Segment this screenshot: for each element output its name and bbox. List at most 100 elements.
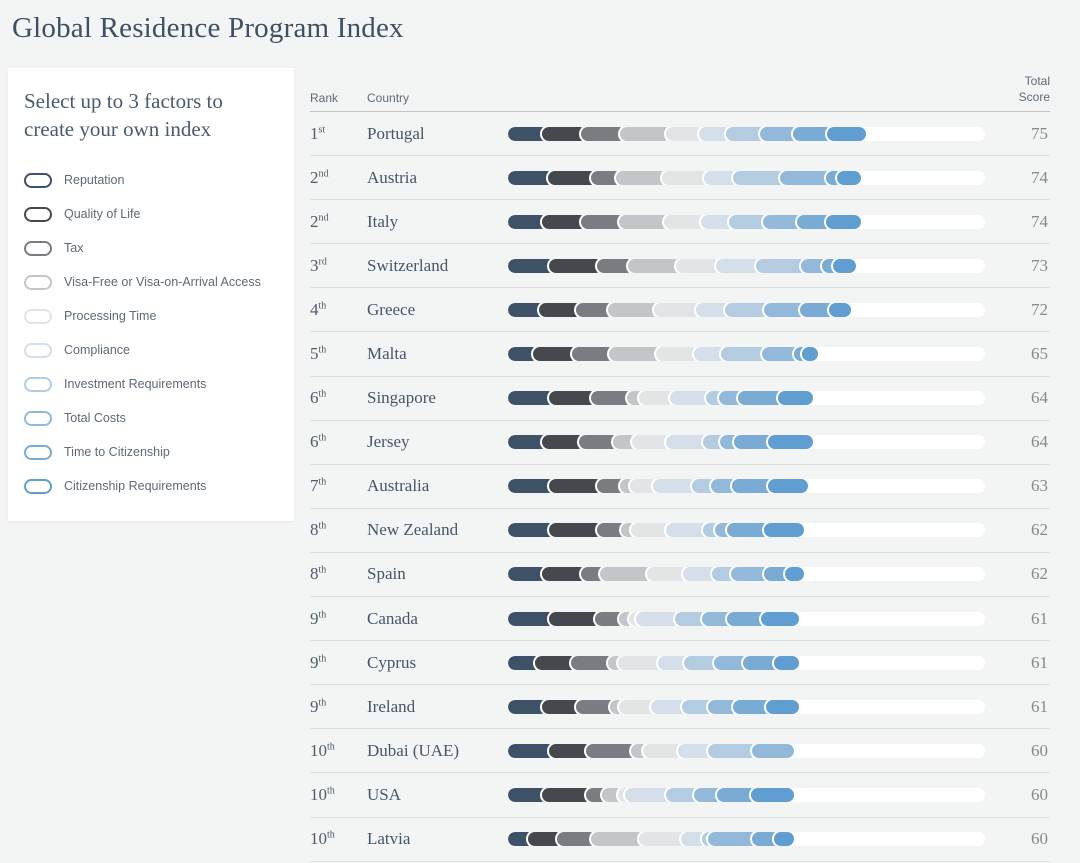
bar-segment-citizenship-requirements	[773, 655, 799, 670]
bar-segment-citizenship-requirements	[826, 126, 866, 141]
score-bar-track	[508, 347, 985, 362]
factor-label: Quality of Life	[64, 207, 141, 222]
table-row-portugal: 1st Portugal 75	[310, 112, 1050, 157]
score-bar-cell	[508, 170, 985, 185]
country-cell: USA	[367, 784, 402, 804]
score-bar-track	[508, 567, 985, 582]
bar-segment-processing-time	[630, 479, 660, 494]
bar-segment-quality-of-life	[549, 743, 592, 758]
score-bar-cell	[508, 523, 985, 538]
score-bar-track	[508, 302, 985, 317]
factor-toggle-compliance[interactable]: Compliance	[24, 333, 278, 367]
bar-segment-visa-free-or-visa-on-arrival-access	[599, 567, 654, 582]
index-table: Rank Country Total Score 1st Portugal 75 2n…	[310, 68, 1050, 862]
total-score-cell: 74	[1031, 211, 1048, 231]
rank-cell: 9th	[310, 608, 327, 628]
factor-toggle-investment-requirements[interactable]: Investment Requirements	[24, 367, 278, 401]
bar-segment-processing-time	[619, 699, 658, 714]
bar-segment-processing-time	[665, 126, 705, 141]
toggle-pill-icon[interactable]	[24, 478, 52, 494]
factor-label: Investment Requirements	[64, 377, 207, 392]
table-row-cyprus: 9th Cyprus 61	[310, 641, 1050, 686]
bar-segment-visa-free-or-visa-on-arrival-access	[616, 170, 669, 185]
bar-segment-investment-requirements	[682, 699, 715, 714]
bar-segment-time-to-citizenship	[727, 523, 770, 538]
bar-segment-visa-free-or-visa-on-arrival-access	[612, 435, 639, 450]
score-bar-cell	[508, 435, 985, 450]
toggle-pill-icon[interactable]	[24, 342, 52, 358]
table-row-jersey: 6th Jersey 64	[310, 421, 1050, 465]
toggle-pill-icon[interactable]	[24, 308, 52, 324]
score-bar-cell	[508, 567, 985, 582]
score-bar-track	[508, 832, 985, 847]
score-bar-track	[508, 655, 985, 670]
bar-segment-tax	[590, 391, 634, 406]
bar-segment-visa-free-or-visa-on-arrival-access	[590, 832, 645, 847]
table-row-canada: 9th Canada 61	[310, 597, 1050, 642]
toggle-pill-icon[interactable]	[24, 172, 52, 188]
table-body: 1st Portugal 75 2nd Austria 74 2nd Italy 74 3rd Sw…	[310, 112, 1050, 862]
rank-cell: 9th	[310, 696, 327, 716]
bar-segment-tax	[571, 655, 615, 670]
factor-selector-panel: Select up to 3 factors to create your ow…	[8, 68, 294, 522]
factor-toggle-tax[interactable]: Tax	[24, 231, 278, 265]
toggle-pill-icon[interactable]	[24, 274, 52, 290]
factor-label: Visa-Free or Visa-on-Arrival Access	[64, 275, 261, 290]
bar-segment-reputation	[508, 787, 549, 802]
total-score-cell: 73	[1031, 255, 1048, 275]
toggle-pill-icon[interactable]	[24, 376, 52, 392]
factor-label: Processing Time	[64, 309, 157, 324]
toggle-pill-icon[interactable]	[24, 240, 52, 256]
factor-toggle-citizenship-requirements[interactable]: Citizenship Requirements	[24, 469, 278, 503]
bar-segment-total-costs	[708, 832, 758, 847]
bar-segment-total-costs	[730, 567, 771, 582]
factor-toggle-quality-of-life[interactable]: Quality of Life	[24, 197, 278, 231]
total-score-cell: 65	[1031, 344, 1048, 364]
bar-segment-citizenship-requirements	[801, 347, 819, 362]
bar-segment-compliance	[658, 655, 691, 670]
factor-toggle-total-costs[interactable]: Total Costs	[24, 401, 278, 435]
score-bar-cell	[508, 611, 985, 626]
country-cell: Spain	[367, 564, 406, 584]
score-bar-cell	[508, 126, 985, 141]
bar-segment-tax	[585, 743, 638, 758]
rank-cell: 6th	[310, 432, 327, 452]
bar-segment-time-to-citizenship	[764, 567, 792, 582]
country-cell: Portugal	[367, 123, 425, 143]
bar-segment-quality-of-life	[541, 567, 587, 582]
total-score-cell: 60	[1031, 740, 1048, 760]
bar-segment-compliance	[694, 347, 728, 362]
toggle-pill-icon[interactable]	[24, 410, 52, 426]
bar-segment-total-costs	[693, 787, 724, 802]
bar-segment-processing-time	[647, 567, 690, 582]
bar-segment-compliance	[683, 567, 718, 582]
score-bar-cell	[508, 787, 985, 802]
bar-segment-citizenship-requirements	[763, 523, 804, 538]
factor-toggle-time-to-citizenship[interactable]: Time to Citizenship	[24, 435, 278, 469]
bar-segment-visa-free-or-visa-on-arrival-access	[619, 214, 670, 229]
factor-toggle-processing-time[interactable]: Processing Time	[24, 299, 278, 333]
bar-segment-reputation	[508, 170, 554, 185]
bar-segment-processing-time	[656, 347, 701, 362]
bar-segment-total-costs	[763, 302, 807, 317]
bar-segment-quality-of-life	[549, 479, 604, 494]
total-score-cell: 64	[1031, 432, 1048, 452]
bar-segment-time-to-citizenship	[751, 832, 780, 847]
total-score-cell: 74	[1031, 167, 1048, 187]
bar-segment-reputation	[508, 655, 541, 670]
table-row-new-zealand: 8th New Zealand 62	[310, 509, 1050, 553]
factor-label: Compliance	[64, 343, 131, 358]
table-row-latvia: 10th Latvia 60	[310, 818, 1050, 862]
table-row-ireland: 9th Ireland 61	[310, 685, 1050, 730]
toggle-pill-icon[interactable]	[24, 206, 52, 222]
factor-toggle-visa-free-or-visa-on-arrival-access[interactable]: Visa-Free or Visa-on-Arrival Access	[24, 265, 278, 299]
bar-segment-total-costs	[710, 479, 738, 494]
bar-segment-reputation	[508, 347, 539, 362]
score-bar-cell	[508, 699, 985, 714]
score-bar-cell	[508, 832, 985, 847]
column-header-total-score: Total Score	[1018, 73, 1050, 104]
factor-toggle-reputation[interactable]: Reputation	[24, 163, 278, 197]
bar-segment-compliance	[677, 743, 715, 758]
toggle-pill-icon[interactable]	[24, 444, 52, 460]
